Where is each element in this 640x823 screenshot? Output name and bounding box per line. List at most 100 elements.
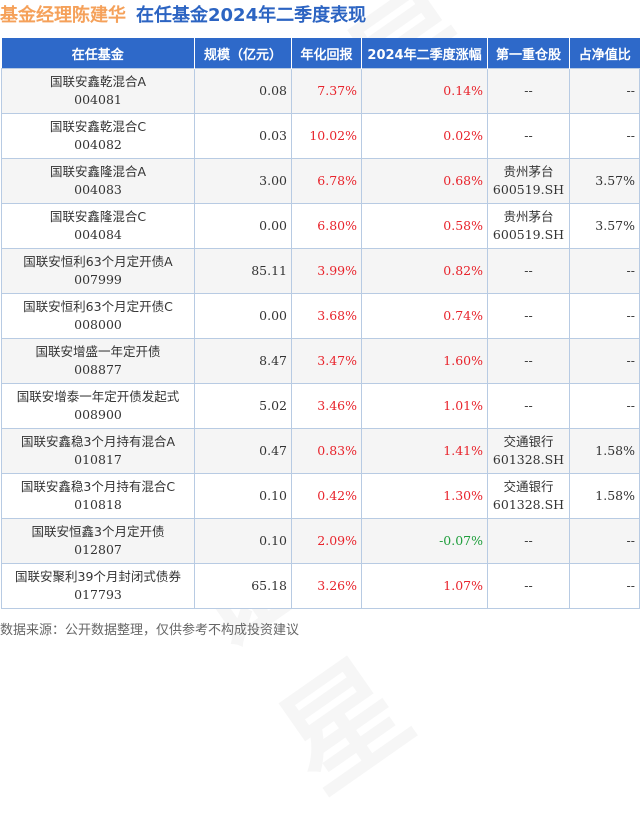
fund-name: 国联安鑫乾混合A (49, 74, 147, 89)
fund-code: 004081 (74, 92, 122, 107)
fund-name: 国联安恒利63个月定开债C (23, 299, 173, 314)
top-stock-cell: -- (487, 68, 570, 114)
q2-change-cell: -0.07% (361, 518, 488, 564)
top-stock-cell: 贵州茅台 600519.SH (487, 158, 570, 204)
ratio-cell: -- (569, 383, 640, 429)
q2-change-cell: 1.07% (361, 563, 488, 609)
title-subject: 在任基金2024年二季度表现 (136, 5, 367, 26)
data-source-note: 数据来源：公开数据整理，仅供参考不构成投资建议 (0, 623, 300, 638)
fund-name: 国联安增盛一年定开债 (35, 344, 161, 359)
fund-code: 004084 (74, 227, 122, 242)
fund-name-cell: 国联安恒利63个月定开债A 007999 (1, 248, 195, 294)
fund-name-cell: 国联安鑫乾混合C 004082 (1, 113, 195, 159)
header-top-stock: 第一重仓股 (487, 38, 570, 69)
top-stock-name: 贵州茅台 (503, 164, 554, 179)
annual-return-cell: 3.26% (291, 563, 362, 609)
top-stock-cell: 贵州茅台 600519.SH (487, 203, 570, 249)
fund-name: 国联安鑫隆混合A (49, 164, 147, 179)
header-ratio: 占净值比 (569, 38, 640, 69)
fund-name-cell: 国联安恒鑫3个月定开债 012807 (1, 518, 195, 564)
title-manager: 基金经理陈建华 (0, 5, 126, 26)
annual-return-cell: 0.83% (291, 428, 362, 474)
ratio-cell: 1.58% (569, 473, 640, 519)
fund-name: 国联安恒利63个月定开债A (23, 254, 173, 269)
annual-return-cell: 2.09% (291, 518, 362, 564)
top-stock-cell: -- (487, 293, 570, 339)
top-stock-cell: -- (487, 248, 570, 294)
annual-return-cell: 7.37% (291, 68, 362, 114)
fund-name-cell: 国联安增盛一年定开债 008877 (1, 338, 195, 384)
header-size: 规模（亿元） (194, 38, 292, 69)
table-row: 国联安聚利39个月封闭式债券 017793 65.18 3.26% 1.07% -- -- (1, 563, 640, 609)
fund-name: 国联安鑫稳3个月持有混合C (20, 479, 176, 494)
fund-name: 国联安鑫隆混合C (49, 209, 147, 224)
annual-return-cell: 10.02% (291, 113, 362, 159)
fund-name-cell: 国联安鑫乾混合A 004081 (1, 68, 195, 114)
top-stock-code: 601328.SH (492, 497, 565, 512)
table-row: 国联安鑫隆混合A 004083 3.00 6.78% 0.68% 贵州茅台 600519.S… (1, 158, 640, 204)
fund-name-cell: 国联安鑫稳3个月持有混合C 010818 (1, 473, 195, 519)
fund-performance-table: 在任基金 规模（亿元） 年化回报 2024年二季度涨幅 第一重仓股 占净值比 国… (1, 38, 640, 609)
top-stock-cell: -- (487, 563, 570, 609)
fund-size-cell: 0.10 (194, 473, 292, 519)
annual-return-cell: 3.46% (291, 383, 362, 429)
page-title: 基金经理陈建华 在任基金2024年二季度表现 (0, 2, 366, 32)
ratio-cell: -- (569, 248, 640, 294)
fund-name-cell: 国联安鑫稳3个月持有混合A 010817 (1, 428, 195, 474)
table-row: 国联安鑫稳3个月持有混合C 010818 0.10 0.42% 1.30% 交通银行 601… (1, 473, 640, 519)
fund-name: 国联安恒鑫3个月定开债 (31, 524, 165, 539)
fund-code: 010817 (74, 452, 122, 467)
q2-change-cell: 1.30% (361, 473, 488, 519)
q2-change-cell: 1.01% (361, 383, 488, 429)
fund-size-cell: 0.00 (194, 293, 292, 339)
fund-code: 012807 (74, 542, 122, 557)
header-annual-return: 年化回报 (291, 38, 362, 69)
fund-code: 008000 (74, 317, 122, 332)
ratio-cell: -- (569, 113, 640, 159)
top-stock-cell: -- (487, 383, 570, 429)
header-fund: 在任基金 (1, 38, 195, 69)
fund-size-cell: 0.00 (194, 203, 292, 249)
table-row: 国联安恒鑫3个月定开债 012807 0.10 2.09% -0.07% -- -- (1, 518, 640, 564)
table-row: 国联安恒利63个月定开债A 007999 85.11 3.99% 0.82% -- -- (1, 248, 640, 294)
table-row: 国联安鑫乾混合A 004081 0.08 7.37% 0.14% -- -- (1, 68, 640, 114)
fund-size-cell: 3.00 (194, 158, 292, 204)
annual-return-cell: 6.80% (291, 203, 362, 249)
fund-name: 国联安鑫稳3个月持有混合A (20, 434, 175, 449)
fund-name-cell: 国联安恒利63个月定开债C 008000 (1, 293, 195, 339)
top-stock-name: 交通银行 (503, 479, 554, 494)
fund-name: 国联安鑫乾混合C (49, 119, 147, 134)
annual-return-cell: 3.68% (291, 293, 362, 339)
top-stock-cell: -- (487, 338, 570, 384)
fund-name-cell: 国联安鑫隆混合A 004083 (1, 158, 195, 204)
ratio-cell: 3.57% (569, 203, 640, 249)
ratio-cell: 3.57% (569, 158, 640, 204)
fund-code: 004083 (74, 182, 122, 197)
fund-name-cell: 国联安增泰一年定开债发起式 008900 (1, 383, 195, 429)
fund-name: 国联安增泰一年定开债发起式 (16, 389, 180, 404)
table-row: 国联安鑫隆混合C 004084 0.00 6.80% 0.58% 贵州茅台 600519.S… (1, 203, 640, 249)
top-stock-code: 600519.SH (492, 227, 565, 242)
table-row: 国联安恒利63个月定开债C 008000 0.00 3.68% 0.74% -- -- (1, 293, 640, 339)
q2-change-cell: 1.41% (361, 428, 488, 474)
top-stock-code: 601328.SH (492, 452, 565, 467)
fund-size-cell: 0.47 (194, 428, 292, 474)
fund-name-cell: 国联安聚利39个月封闭式债券 017793 (1, 563, 195, 609)
ratio-cell: -- (569, 68, 640, 114)
fund-size-cell: 0.03 (194, 113, 292, 159)
fund-name-cell: 国联安鑫隆混合C 004084 (1, 203, 195, 249)
ratio-cell: -- (569, 563, 640, 609)
fund-code: 010818 (74, 497, 122, 512)
ratio-cell: -- (569, 293, 640, 339)
q2-change-cell: 1.60% (361, 338, 488, 384)
ratio-cell: -- (569, 518, 640, 564)
table-row: 国联安鑫稳3个月持有混合A 010817 0.47 0.83% 1.41% 交通银行 601… (1, 428, 640, 474)
fund-size-cell: 8.47 (194, 338, 292, 384)
q2-change-cell: 0.58% (361, 203, 488, 249)
header-q2-change: 2024年二季度涨幅 (361, 38, 488, 69)
annual-return-cell: 3.47% (291, 338, 362, 384)
annual-return-cell: 0.42% (291, 473, 362, 519)
top-stock-cell: 交通银行 601328.SH (487, 428, 570, 474)
fund-code: 008877 (74, 362, 122, 377)
ratio-cell: 1.58% (569, 428, 640, 474)
